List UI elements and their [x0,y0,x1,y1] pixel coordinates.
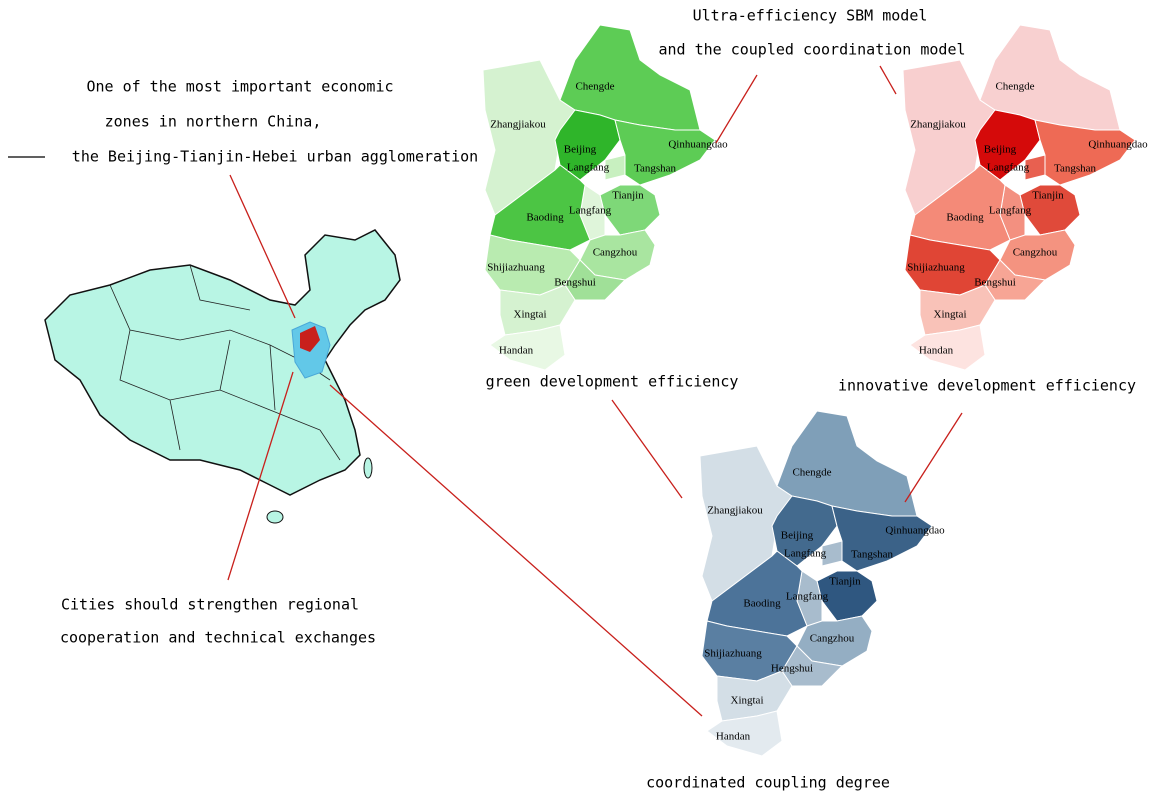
city-label: Langfang [784,548,827,560]
city-label: Handan [716,731,751,743]
city-region [614,119,716,186]
maps: Chengde Zhangjiakou Qinhuangdao Beijing Lang… [482,24,1148,757]
city-label: Qinhuangdao [885,525,945,537]
city-label: Xingtai [514,309,547,321]
connector [329,384,703,717]
city-label: Shijiazhuang [704,648,762,660]
city-label: Cangzhou [1013,247,1058,259]
jjj-highlight [300,326,320,352]
city-label: Handan [499,345,534,357]
city-label: Chengde [575,81,614,93]
city-label: Hengshui [771,663,813,675]
connector [715,74,758,144]
map-title: coordinated coupling degree [646,774,890,792]
city-label: Tianjin [829,576,861,588]
city-label: Tianjin [612,190,644,202]
city-region [771,495,838,567]
city-label: Tianjin [1032,190,1064,202]
connector [229,174,296,319]
china-map [44,229,401,524]
city-label: Baoding [526,212,564,224]
city-label: Beijing [564,144,597,156]
city-region [489,324,566,371]
city-label: Cangzhou [810,633,855,645]
city-label: Langfang [989,205,1032,217]
hebei-map: Chengde Zhangjiakou Qinhuangdao Beijing Lang… [699,410,945,757]
city-label: Bengshui [554,277,596,289]
hebei-map: Chengde Zhangjiakou Qinhuangdao Beijing Lang… [902,24,1148,371]
city-label: Chengde [995,81,1034,93]
city-label: Beijing [781,530,814,542]
city-label: Baoding [946,212,984,224]
city-label: Qinhuangdao [668,139,728,151]
map-title: innovative development efficiency [838,377,1136,395]
city-label: Tangshan [1054,163,1096,175]
city-label: Baoding [743,598,781,610]
connector [227,371,294,581]
city-label: Langfang [987,162,1030,174]
city-region [831,505,933,572]
taiwan [363,457,373,479]
city-region [706,710,783,757]
city-region [974,109,1041,181]
city-label: Langfang [569,205,612,217]
city-label: Langfang [786,591,829,603]
city-label: Xingtai [934,309,967,321]
city-label: Beijing [984,144,1017,156]
city-label: Zhangjiakou [707,505,763,517]
recommendation-text: Cities should strengthen regional [61,596,359,614]
city-label: Qinhuangdao [1088,139,1148,151]
city-label: Bengshui [974,277,1016,289]
method-text: and the coupled coordination model [658,41,965,59]
region-text: the Beijing-Tianjin-Hebei urban agglomer… [72,148,478,166]
city-label: Cangzhou [593,247,638,259]
connector [611,399,683,499]
connector [879,65,897,95]
city-label: Shijiazhuang [907,262,965,274]
region-text: zones in northern China, [105,113,322,131]
recommendation-text: cooperation and technical exchanges [60,629,376,647]
city-label: Tangshan [634,163,676,175]
city-label: Xingtai [731,695,764,707]
city-region [1034,119,1136,186]
region-text: One of the most important economic [86,78,393,96]
city-label: Shijiazhuang [487,262,545,274]
city-label: Handan [919,345,954,357]
city-label: Tangshan [851,549,893,561]
hainan [266,510,284,524]
city-region [909,324,986,371]
city-label: Zhangjiakou [490,119,546,131]
city-region [554,109,621,181]
connector [904,412,963,503]
hebei-map: Chengde Zhangjiakou Qinhuangdao Beijing Lang… [482,24,728,371]
map-title: green development efficiency [486,373,739,391]
city-label: Zhangjiakou [910,119,966,131]
city-label: Langfang [567,162,610,174]
china-outline [44,229,401,496]
method-text: Ultra-efficiency SBM model [693,7,928,25]
city-label: Chengde [792,467,831,479]
